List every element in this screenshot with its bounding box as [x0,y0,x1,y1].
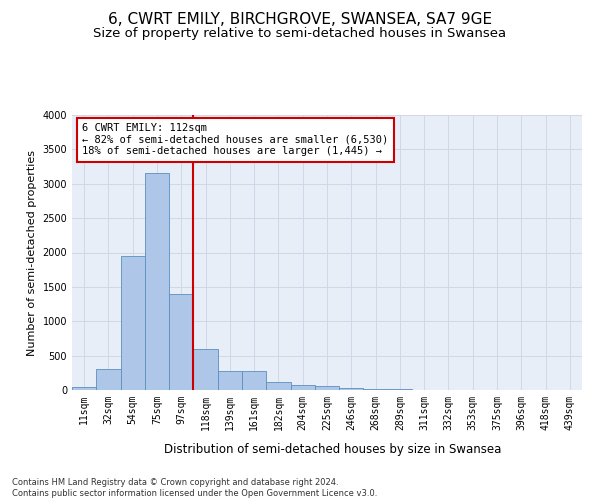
Text: Distribution of semi-detached houses by size in Swansea: Distribution of semi-detached houses by … [164,442,502,456]
Bar [218,372,242,390]
Bar [121,256,145,390]
Bar [193,349,218,390]
Bar [364,388,388,390]
Text: Size of property relative to semi-detached houses in Swansea: Size of property relative to semi-detach… [94,28,506,40]
Bar [266,382,290,390]
Bar [72,386,96,390]
Bar [290,384,315,390]
Text: 6 CWRT EMILY: 112sqm
← 82% of semi-detached houses are smaller (6,530)
18% of se: 6 CWRT EMILY: 112sqm ← 82% of semi-detac… [82,123,388,156]
Bar [145,174,169,390]
Bar [339,388,364,390]
Text: Contains HM Land Registry data © Crown copyright and database right 2024.
Contai: Contains HM Land Registry data © Crown c… [12,478,377,498]
Y-axis label: Number of semi-detached properties: Number of semi-detached properties [27,150,37,356]
Bar [169,294,193,390]
Bar [315,386,339,390]
Text: 6, CWRT EMILY, BIRCHGROVE, SWANSEA, SA7 9GE: 6, CWRT EMILY, BIRCHGROVE, SWANSEA, SA7 … [108,12,492,28]
Bar [242,372,266,390]
Bar [96,370,121,390]
